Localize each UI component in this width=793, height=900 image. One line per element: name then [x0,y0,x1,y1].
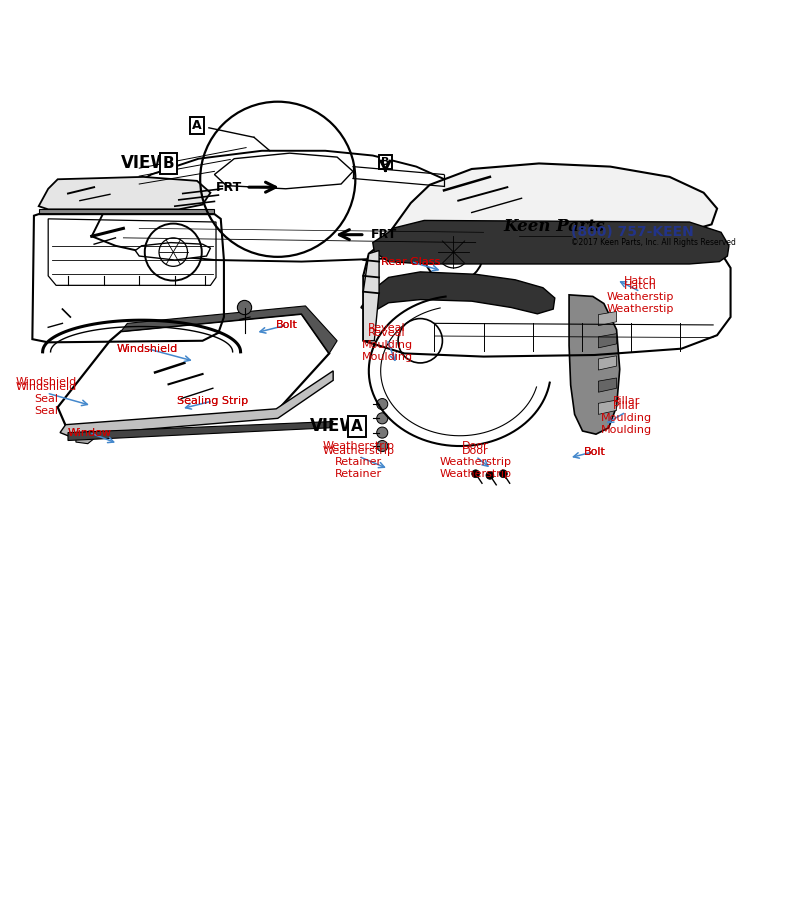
Polygon shape [361,272,555,314]
Polygon shape [420,244,488,262]
Text: FRT: FRT [216,181,242,194]
Text: Weatherstrip: Weatherstrip [323,441,394,451]
Text: B: B [381,157,389,166]
Text: VIEW: VIEW [309,418,358,436]
Circle shape [377,399,388,410]
Polygon shape [76,431,96,444]
Polygon shape [599,400,617,414]
Circle shape [500,470,508,478]
Polygon shape [599,311,617,326]
Text: (800) 757-KEEN: (800) 757-KEEN [571,224,693,238]
Text: Hatch
Weatherstip: Hatch Weatherstip [607,281,674,302]
Text: VIEW: VIEW [121,155,170,173]
Text: A: A [192,119,202,132]
Text: Rear Glass: Rear Glass [381,256,440,266]
Text: Door: Door [462,441,489,451]
Text: Windshield: Windshield [117,344,178,354]
Polygon shape [599,378,617,392]
Text: A: A [351,418,362,434]
Polygon shape [136,243,210,260]
Text: Bolt: Bolt [276,320,298,330]
Text: Sealing Strip: Sealing Strip [178,396,248,406]
Polygon shape [363,250,379,341]
Text: Bolt: Bolt [584,446,605,456]
Text: Seal: Seal [35,406,59,416]
Circle shape [472,470,480,478]
Text: Window: Window [67,428,111,437]
Text: Reveal: Reveal [368,323,406,334]
Polygon shape [599,334,617,348]
Polygon shape [39,210,214,214]
Text: Bolt: Bolt [276,320,298,330]
Text: Weatherstrip: Weatherstrip [439,469,511,479]
Polygon shape [121,306,337,354]
Text: Window: Window [67,428,111,437]
Text: FRT: FRT [371,229,397,241]
Text: Weatherstrip
Retainer: Weatherstrip Retainer [323,446,394,467]
Circle shape [377,413,388,424]
Text: Reveal
Moulding: Reveal Moulding [362,328,412,350]
Text: Rear Glass: Rear Glass [381,256,440,266]
Polygon shape [393,164,717,237]
Text: Pillar
Moulding: Pillar Moulding [600,401,652,423]
Polygon shape [68,421,333,440]
Circle shape [486,472,494,480]
Circle shape [377,440,388,452]
Polygon shape [60,371,333,436]
Text: Windshield: Windshield [16,377,77,387]
Text: Pillar: Pillar [612,396,640,406]
Polygon shape [569,295,620,434]
Text: ©2017 Keen Parts, Inc. All Rights Reserved: ©2017 Keen Parts, Inc. All Rights Reserv… [571,238,736,248]
Text: Hatch: Hatch [624,276,657,286]
Text: Bolt: Bolt [584,446,605,456]
Circle shape [237,301,251,315]
Text: Windshield: Windshield [117,344,178,354]
Polygon shape [39,177,210,210]
Text: Moulding: Moulding [600,425,652,435]
Text: Windshield
Seal: Windshield Seal [16,382,77,404]
Text: Door
Weatherstrip: Door Weatherstrip [439,446,511,467]
Circle shape [377,427,388,438]
Text: Retainer: Retainer [335,469,382,479]
Polygon shape [373,220,729,264]
Text: Weatherstip: Weatherstip [607,304,674,314]
Text: Moulding: Moulding [362,352,412,362]
Polygon shape [599,356,617,370]
Text: B: B [163,156,174,171]
Text: Keen Parts: Keen Parts [504,219,605,235]
Text: Sealing Strip: Sealing Strip [178,396,248,406]
